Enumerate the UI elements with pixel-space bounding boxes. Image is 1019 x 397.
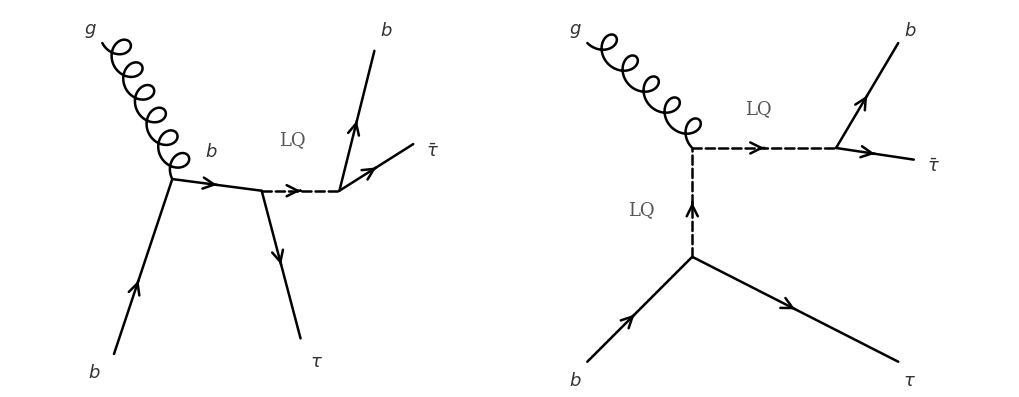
Text: $\tau$: $\tau$ <box>310 353 322 371</box>
Text: $\bar{\tau}$: $\bar{\tau}$ <box>926 158 938 176</box>
Text: LQ: LQ <box>744 100 771 118</box>
Text: $b$: $b$ <box>903 22 915 40</box>
Text: $g$: $g$ <box>569 22 582 40</box>
Text: $b$: $b$ <box>379 22 392 40</box>
Text: LQ: LQ <box>628 201 654 219</box>
Text: $b$: $b$ <box>89 364 101 382</box>
Text: LQ: LQ <box>279 131 306 149</box>
Text: $\bar{\tau}$: $\bar{\tau}$ <box>426 143 439 161</box>
Text: $g$: $g$ <box>85 22 97 40</box>
Text: $b$: $b$ <box>569 372 582 390</box>
Text: $\tau$: $\tau$ <box>903 372 915 390</box>
Text: $b$: $b$ <box>205 143 217 161</box>
